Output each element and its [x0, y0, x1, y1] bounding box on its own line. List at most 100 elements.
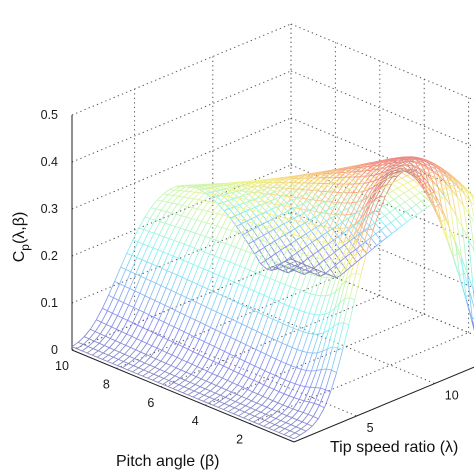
surface-mesh-line — [156, 251, 164, 267]
surface-mesh-line — [123, 361, 129, 364]
surface-mesh-line — [284, 365, 292, 381]
surface-mesh-line — [157, 381, 163, 385]
surface-mesh-line — [290, 258, 297, 262]
surface-mesh-line — [227, 380, 233, 384]
surface-mesh-line — [389, 211, 397, 220]
surface-mesh-line — [264, 193, 270, 197]
surface-mesh-line — [210, 327, 216, 331]
surface-mesh-line — [213, 202, 219, 204]
surface-mesh-line — [153, 232, 160, 236]
surface-mesh-line — [313, 173, 320, 176]
surface-mesh-line — [179, 216, 187, 229]
surface-mesh-line — [301, 197, 307, 200]
surface-mesh-line — [294, 307, 300, 311]
surface-mesh-line — [251, 312, 259, 330]
z-tick-label: 0.5 — [41, 108, 58, 122]
surface-mesh-line — [184, 187, 191, 192]
surface-mesh-line — [206, 380, 212, 384]
surface-mesh-line — [186, 207, 193, 218]
y-axis-label: Pitch angle (β) — [116, 453, 219, 470]
surface-mesh-line — [304, 274, 312, 293]
surface-mesh-line — [336, 192, 344, 203]
surface-mesh-line — [286, 202, 294, 209]
surface-mesh-line — [205, 191, 211, 194]
y-tick-label: 8 — [103, 377, 110, 391]
surface-mesh-line — [306, 193, 314, 200]
surface-mesh-line — [389, 168, 395, 172]
surface-mesh-line — [294, 432, 301, 436]
surface-mesh-line — [281, 232, 289, 248]
surface-mesh-line — [162, 200, 168, 203]
surface-mesh-line — [181, 359, 188, 363]
surface-mesh-line — [92, 342, 100, 350]
surface-mesh-line — [185, 364, 193, 373]
surface-mesh-line — [389, 170, 395, 173]
surface-mesh-line — [127, 320, 133, 324]
surface-mesh-line — [259, 413, 267, 419]
surface-mesh-line — [120, 342, 126, 346]
surface-mesh-line — [410, 170, 416, 173]
surface-mesh-line — [150, 356, 156, 360]
surface-mesh-line — [353, 222, 359, 227]
surface-mesh-line — [318, 332, 324, 335]
surface-mesh-line — [368, 171, 374, 175]
surface-mesh-line — [296, 331, 304, 350]
surface-mesh-line — [361, 249, 368, 252]
surface-mesh-line — [319, 213, 327, 222]
surface-mesh-line — [254, 197, 260, 200]
surface-mesh-line — [203, 253, 210, 269]
surface-mesh-line — [290, 197, 297, 208]
z-tick-label: 0.2 — [41, 249, 58, 263]
surface-mesh-line — [260, 179, 266, 181]
surface-mesh-line — [246, 398, 252, 402]
surface-mesh-line — [278, 263, 285, 267]
surface-mesh-line — [203, 268, 209, 272]
surface-mesh-line — [227, 200, 235, 208]
surface-mesh-line — [319, 213, 327, 227]
surface-mesh-line — [416, 210, 423, 215]
surface-mesh-line — [371, 245, 378, 251]
surface-mesh-line — [172, 242, 180, 257]
surface-mesh-line — [344, 189, 350, 193]
surface-mesh-line — [462, 205, 469, 240]
surface-mesh-line — [405, 211, 413, 219]
surface-mesh-line — [369, 180, 375, 183]
surface-mesh-line — [454, 241, 462, 258]
surface-mesh-line — [385, 169, 391, 172]
surface-mesh-line — [307, 423, 313, 427]
surface-mesh-line — [239, 191, 247, 199]
surface-mesh-line — [201, 378, 207, 382]
surface-mesh-line — [471, 319, 474, 332]
surface-mesh-line — [295, 240, 303, 250]
surface-mesh-line — [283, 178, 290, 183]
surface-mesh-line — [302, 421, 308, 425]
surface-mesh-line — [329, 205, 336, 209]
surface-mesh-line — [199, 188, 205, 191]
surface-mesh-line — [180, 227, 186, 231]
surface-mesh-line — [173, 377, 181, 383]
surface-mesh-line — [359, 163, 365, 166]
surface-mesh-line — [373, 169, 379, 173]
surface-mesh-line — [273, 426, 281, 431]
surface-mesh-line — [197, 283, 203, 287]
surface-mesh-line — [417, 157, 424, 160]
surface-mesh-line — [181, 206, 188, 216]
surface-mesh-line — [431, 179, 439, 188]
surface-mesh-line — [233, 265, 241, 283]
surface-mesh-line — [331, 369, 337, 373]
surface-mesh-line — [185, 281, 193, 298]
surface-mesh-line — [292, 176, 298, 179]
surface-mesh-line — [279, 377, 286, 381]
surface-mesh-line — [321, 231, 328, 236]
surface-mesh-line — [348, 299, 356, 326]
surface-mesh-line — [304, 311, 310, 314]
surface-mesh-line — [342, 184, 350, 190]
surface-mesh-line — [264, 420, 270, 423]
surface-mesh-line — [91, 350, 99, 356]
surface-mesh-line — [363, 218, 371, 227]
surface-mesh-line — [242, 231, 248, 236]
surface-mesh-line — [394, 166, 400, 170]
surface-mesh-line — [445, 180, 452, 187]
surface-mesh-line — [276, 177, 282, 180]
